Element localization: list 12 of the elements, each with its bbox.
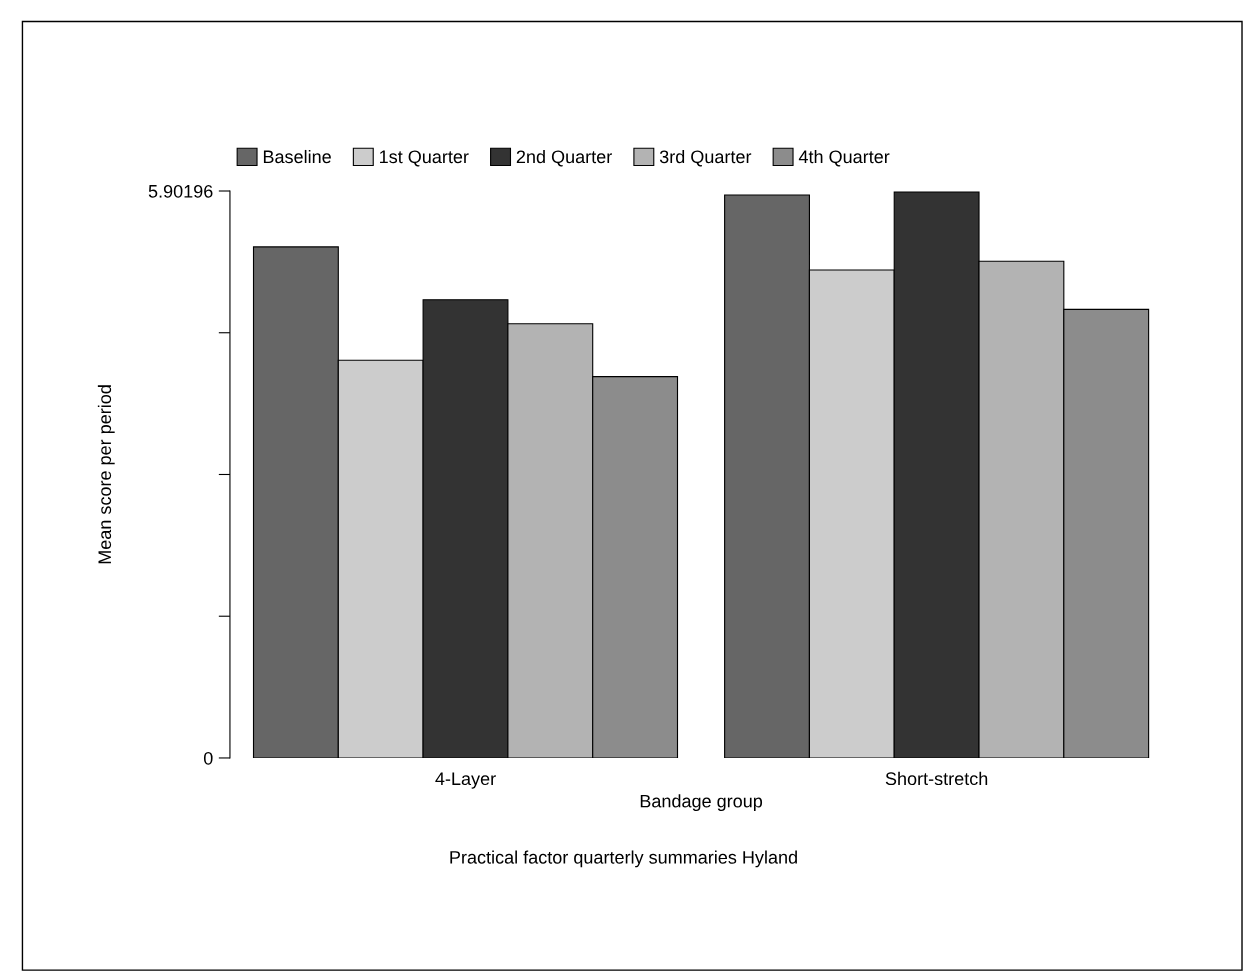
y-tick-label: 5.90196 [148,184,213,198]
legend-label: 3rd Quarter [659,149,752,167]
x-axis-title: Bandage group [640,794,763,812]
y-axis-title: Mean score per period [97,385,115,564]
legend-label: 1st Quarter [380,150,469,167]
y-tick-label: 0 [203,751,213,765]
x-tick-label: Short-stretch [885,771,988,786]
legend-label: Baseline [263,149,331,164]
legend-label: 2nd Quarter [516,149,612,167]
legend-label: 4th Quarter [798,149,890,167]
x-tick-label: 4-Layer [435,772,496,789]
text: Practical factor quarterly summaries Hyland [450,850,797,868]
